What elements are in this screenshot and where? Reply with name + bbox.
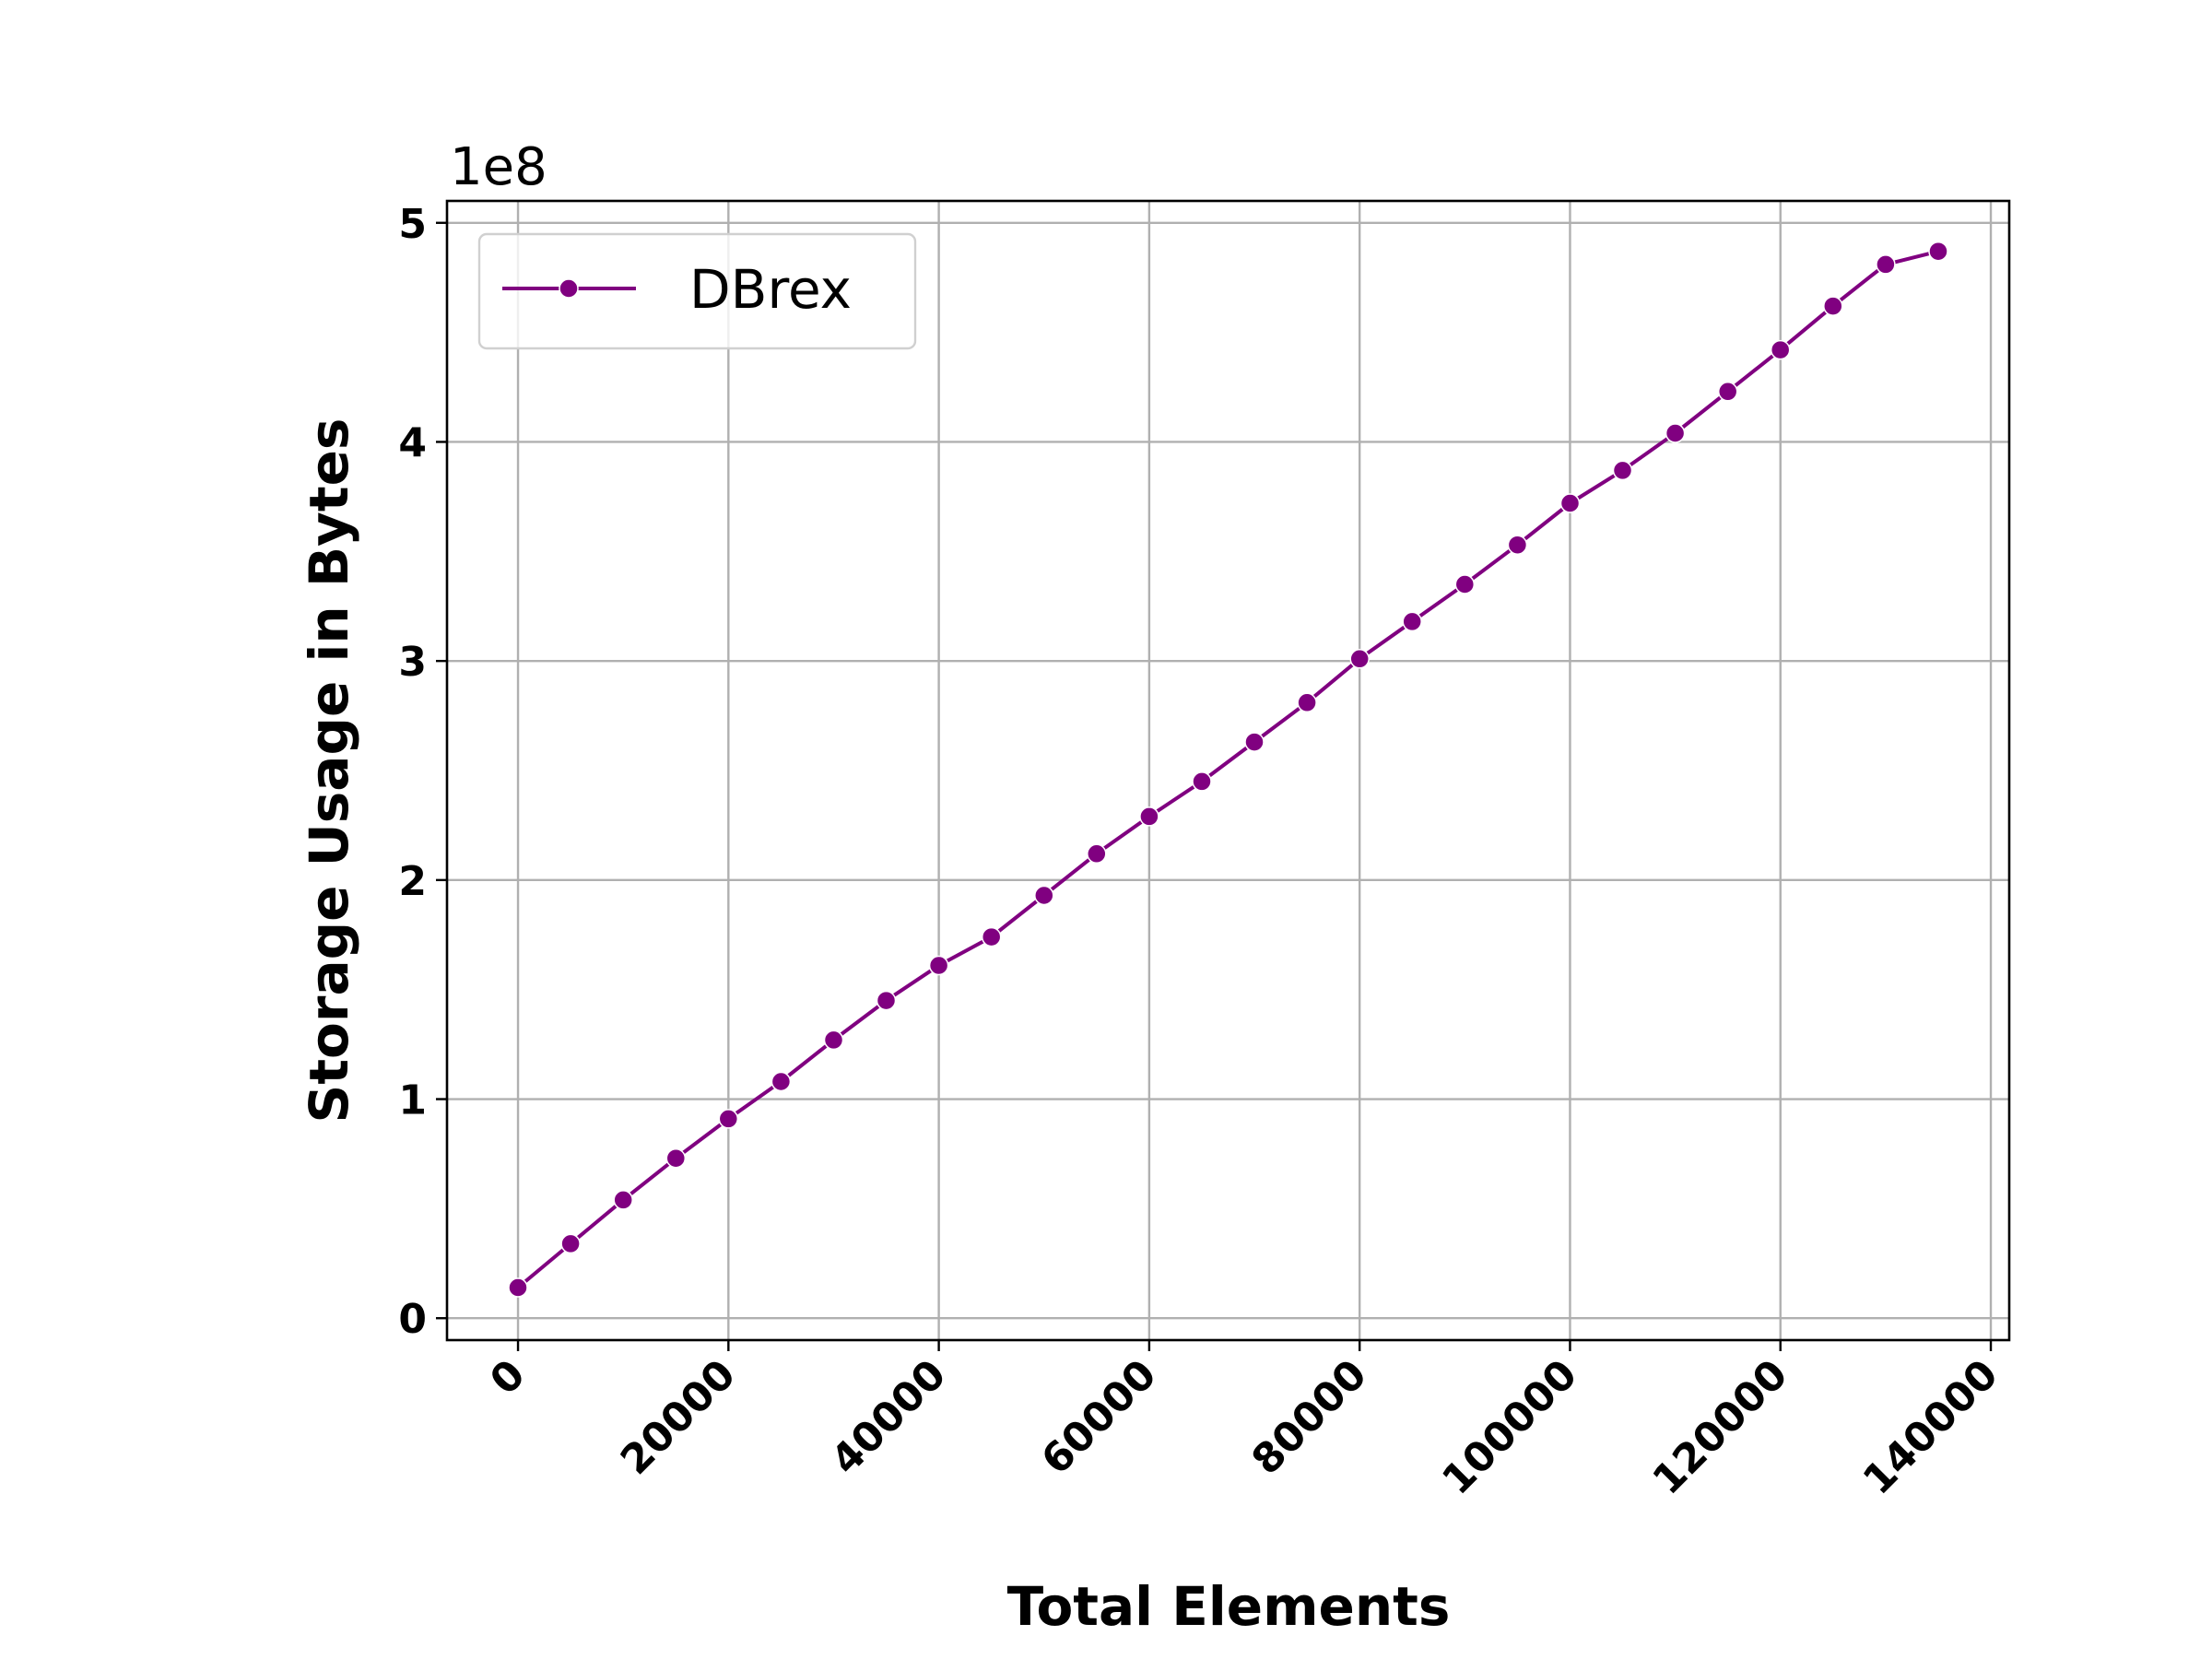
data-point [928,955,949,976]
data-point [1507,535,1528,555]
y-tick-label: 4 [398,419,427,466]
plot-frame [445,199,2011,1342]
data-point [1139,806,1159,827]
x-axis-ticks: 0 20000 40000 60000 80000 100000 120000 140000 [481,1340,2007,1504]
x-tick-label: 100000 [1433,1351,1586,1504]
y-tick-label: 5 [398,201,427,248]
data-point [1770,339,1791,360]
x-tick-label: 120000 [1644,1351,1797,1504]
data-point [1559,493,1581,513]
data-point [1402,611,1422,632]
x-axis-title: Total Elements [1007,1575,1451,1638]
data-point [1244,732,1265,752]
y-axis-title: Storage Usage in Bytes [298,418,360,1124]
x-tick-label: 0 [481,1351,535,1405]
data-point [823,1030,844,1051]
x-tick-label: 80000 [1243,1351,1376,1484]
legend-marker-dbrex [559,278,579,299]
y-tick-label: 0 [398,1296,427,1343]
data-point [1665,423,1686,443]
x-tick-label: 60000 [1032,1351,1165,1484]
data-point [560,1233,581,1254]
data-point [718,1109,739,1129]
y-offset-label: 1e8 [450,137,547,197]
data-point [665,1147,687,1169]
data-point [771,1071,792,1092]
data-point [1034,885,1054,906]
legend-label-dbrex: DBrex [689,258,852,321]
y-tick-label: 3 [398,639,427,686]
data-point [1612,460,1633,481]
data-point [1928,241,1948,262]
legend: DBrex [477,232,917,350]
data-point [613,1190,633,1210]
data-point [876,990,897,1011]
y-tick-label: 1 [398,1077,427,1124]
x-tick-label: 20000 [612,1351,745,1484]
y-tick-label: 2 [398,858,427,905]
y-axis-ticks: 0 1 2 3 4 5 [398,201,447,1343]
data-point [1349,649,1370,669]
data-point [1876,254,1896,275]
data-point [981,926,1002,947]
series-line-dbrex [516,249,1939,1289]
data-point [1192,771,1212,792]
data-point [1297,692,1317,713]
legend-frame [477,232,917,350]
data-point [1454,574,1476,594]
data-point [1087,843,1107,865]
x-tick-label: 140000 [1854,1351,2007,1504]
data-point [1823,296,1843,316]
grid [447,201,2009,1340]
x-tick-label: 40000 [822,1351,955,1484]
series-layer [508,241,1948,1298]
data-point [1717,382,1738,402]
data-point [508,1277,528,1298]
